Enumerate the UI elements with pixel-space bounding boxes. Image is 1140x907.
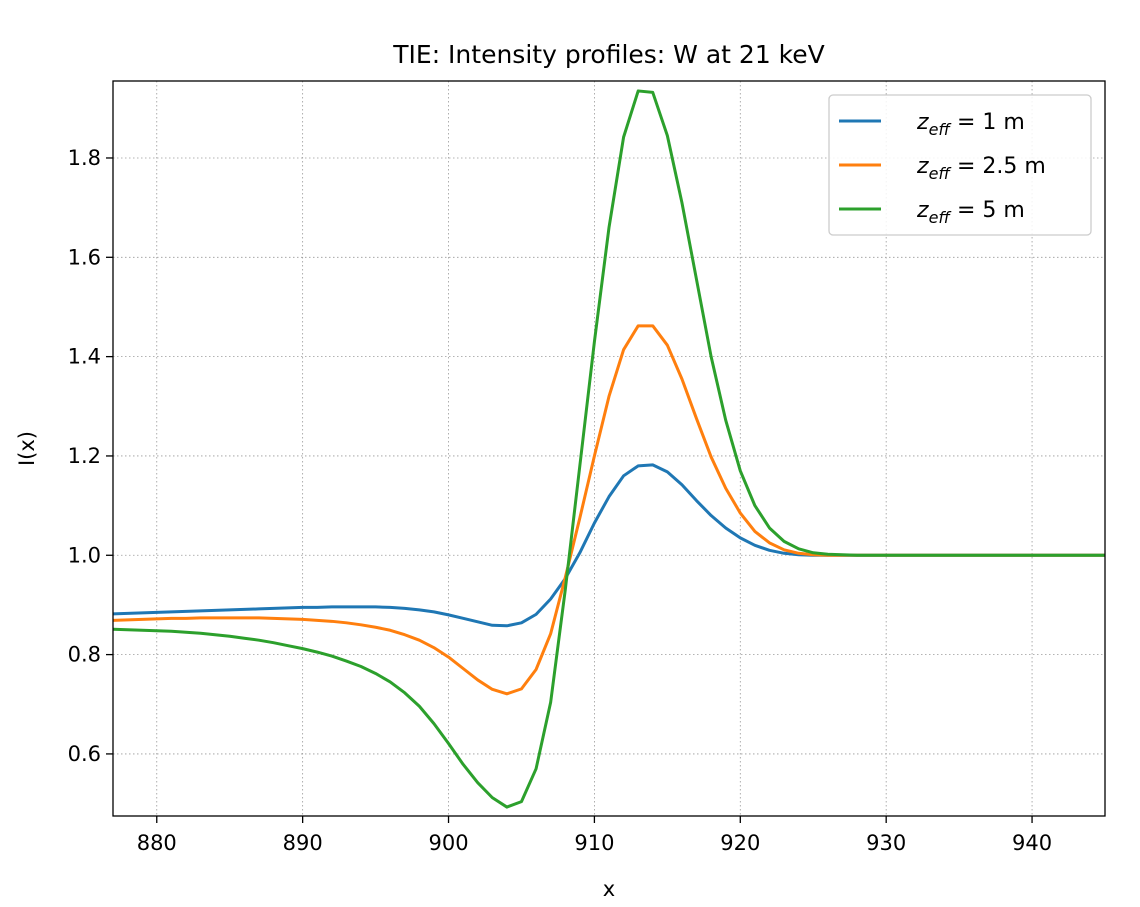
y-axis-ticks: 0.6 0.8 1.0 1.2 1.4 1.6 1.8 — [68, 146, 113, 766]
y-tick-label: 1.6 — [68, 245, 101, 269]
x-tick-label: 890 — [283, 831, 323, 855]
y-tick-label: 0.6 — [68, 742, 101, 766]
legend: zeff = 1 m zeff = 2.5 m zeff = 5 m — [828, 94, 1092, 236]
legend-label-3: zeff = 5 m — [916, 198, 1025, 227]
chart-title: TIE: Intensity profiles: W at 21 keV — [392, 40, 825, 69]
plot-lines — [113, 89, 1105, 809]
series-line-3 — [113, 89, 1105, 809]
y-axis-title: I(x) — [15, 431, 39, 466]
y-tick-label: 0.8 — [68, 643, 101, 667]
legend-label-1: zeff = 1 m — [916, 110, 1025, 139]
x-tick-label: 930 — [866, 831, 906, 855]
plot-frame — [112, 80, 1106, 817]
x-axis-ticks: 880 890 900 910 920 930 940 — [137, 816, 1052, 855]
y-tick-label: 1.4 — [68, 345, 101, 369]
x-tick-label: 920 — [720, 831, 760, 855]
x-tick-label: 900 — [428, 831, 468, 855]
y-tick-label: 1.0 — [68, 543, 101, 567]
x-axis-title: x — [603, 877, 615, 901]
x-tick-label: 940 — [1012, 831, 1052, 855]
x-tick-label: 910 — [574, 831, 614, 855]
grid — [113, 81, 1105, 816]
x-tick-label: 880 — [137, 831, 177, 855]
legend-box — [828, 94, 1092, 236]
legend-label-2: zeff = 2.5 m — [916, 154, 1046, 183]
y-tick-label: 1.2 — [68, 444, 101, 468]
y-tick-label: 1.8 — [68, 146, 101, 170]
